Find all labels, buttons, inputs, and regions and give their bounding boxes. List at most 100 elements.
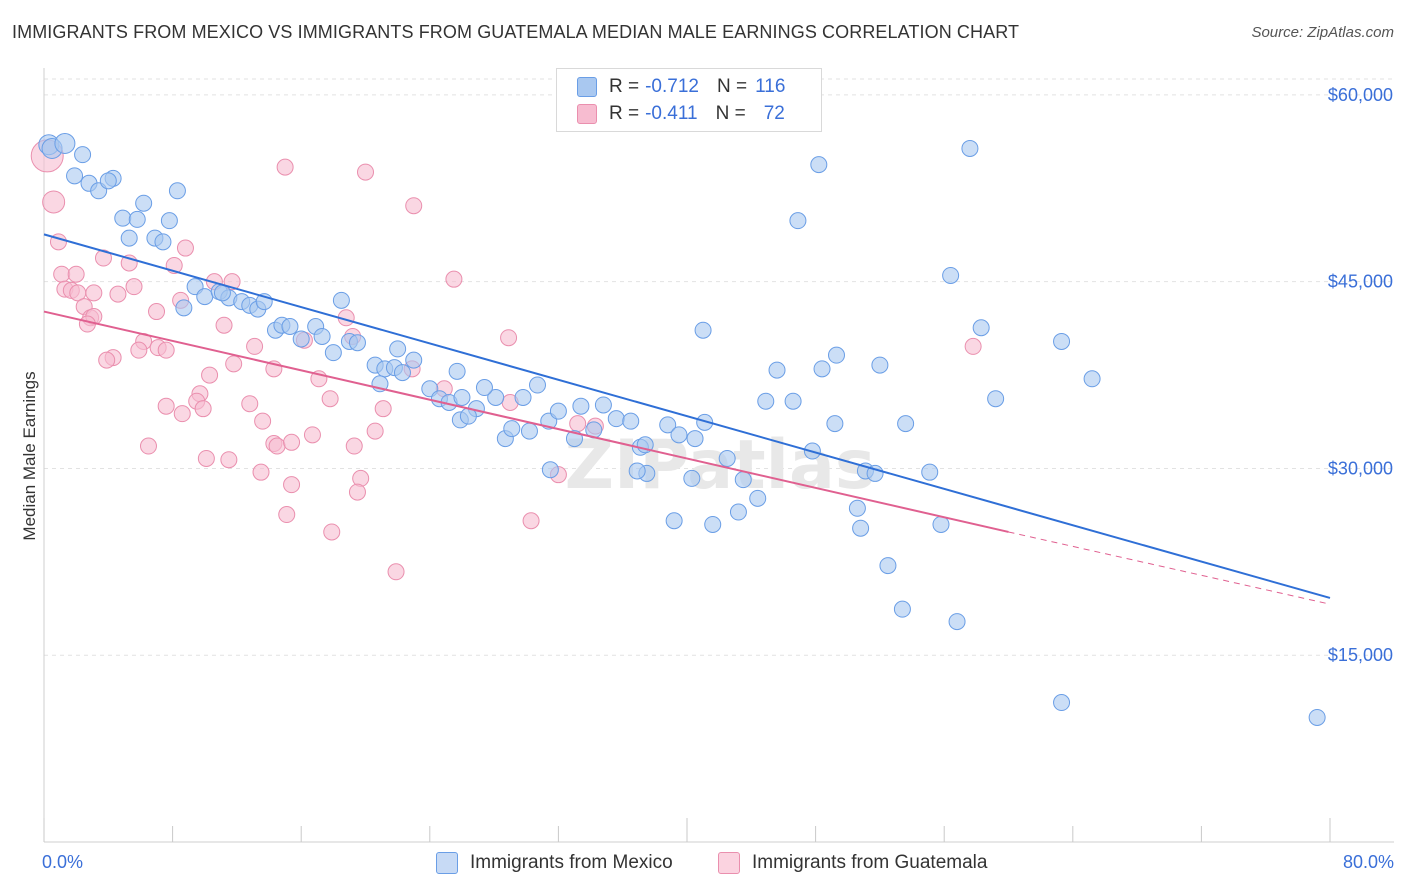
- x-axis-max-label: 80.0%: [1342, 852, 1394, 872]
- mexico-point: [1083, 370, 1101, 388]
- mexico-point: [313, 327, 331, 345]
- guatemala-point: [283, 433, 301, 451]
- guatemala-point: [194, 400, 212, 418]
- mexico-point: [694, 321, 712, 339]
- guatemala-point: [197, 449, 215, 467]
- mexico-point: [1308, 708, 1326, 726]
- guatemala-legend-swatch: [718, 852, 740, 874]
- mexico-legend-swatch: [436, 852, 458, 874]
- mexico-point: [749, 489, 767, 507]
- guatemala-point: [321, 390, 339, 408]
- mexico-point: [972, 319, 990, 337]
- guatemala-trend-line: [43, 310, 1009, 533]
- guatemala-point: [276, 158, 294, 176]
- mexico-point: [348, 334, 366, 352]
- guatemala-point: [215, 316, 233, 334]
- mexico-point: [826, 415, 844, 433]
- mexico-point: [789, 212, 807, 230]
- mexico-point: [475, 379, 493, 397]
- mexico-point: [453, 388, 471, 406]
- guatemala-point: [53, 265, 71, 283]
- guatemala-point: [522, 512, 540, 530]
- guatemala-point: [173, 405, 191, 423]
- guatemala-point: [225, 355, 243, 373]
- guatemala-point: [109, 285, 127, 303]
- guatemala-point: [345, 437, 363, 455]
- mexico-r-value: -0.712: [645, 76, 699, 97]
- mexico-point: [813, 360, 831, 378]
- guatemala-point: [98, 351, 116, 369]
- mexico-point: [622, 412, 640, 430]
- series-legend: Immigrants from Mexico Immigrants from G…: [0, 852, 1406, 878]
- mexico-point: [324, 344, 342, 362]
- mexico-point: [135, 194, 153, 212]
- mexico-point: [704, 515, 722, 533]
- mexico-point: [607, 410, 625, 428]
- legend-item-guatemala: Immigrants from Guatemala: [718, 852, 987, 874]
- mexico-point: [114, 209, 132, 227]
- guatemala-point: [125, 278, 143, 296]
- mexico-point: [292, 330, 310, 348]
- guatemala-point: [220, 451, 238, 469]
- mexico-point: [168, 182, 186, 200]
- guatemala-point: [78, 315, 96, 333]
- mexico-point: [332, 291, 350, 309]
- guatemala-point: [42, 190, 66, 214]
- mexico-point: [893, 600, 911, 618]
- guatemala-point: [246, 337, 264, 355]
- mexico-point: [718, 449, 736, 467]
- source-note: Source: ZipAtlas.com: [1251, 24, 1394, 41]
- guatemala-point: [268, 437, 286, 455]
- chart-title: IMMIGRANTS FROM MEXICO VS IMMIGRANTS FRO…: [12, 22, 1020, 42]
- guatemala-point: [148, 303, 166, 321]
- mexico-point: [572, 397, 590, 415]
- legend-item-mexico: Immigrants from Mexico: [436, 852, 673, 874]
- mexico-point: [942, 266, 960, 284]
- guatemala-legend-label: Immigrants from Guatemala: [752, 852, 988, 873]
- mexico-point: [389, 340, 407, 358]
- guatemala-point: [500, 329, 518, 347]
- y-tick-label: $45,000: [1328, 272, 1393, 292]
- mexico-trend-line: [43, 233, 1331, 599]
- guatemala-point: [374, 400, 392, 418]
- mexico-point: [628, 462, 646, 480]
- mexico-point: [393, 364, 411, 382]
- guatemala-point: [130, 341, 148, 359]
- mexico-point: [541, 461, 559, 479]
- mexico-point: [1053, 694, 1071, 712]
- mexico-point: [487, 388, 505, 406]
- r-label: R =: [609, 76, 640, 97]
- y-tick-label: $60,000: [1328, 85, 1393, 105]
- guatemala-swatch: [577, 104, 597, 124]
- mexico-point: [154, 233, 172, 251]
- guatemala-point: [94, 249, 112, 267]
- guatemala-point: [67, 265, 85, 283]
- guatemala-point: [283, 476, 301, 494]
- x-axis-min-label: 0.0%: [42, 852, 84, 872]
- mexico-point: [810, 156, 828, 174]
- guatemala-point: [405, 197, 423, 215]
- mexico-point: [921, 463, 939, 481]
- mexico-point: [549, 402, 567, 420]
- mexico-point: [99, 172, 117, 190]
- guatemala-point: [569, 415, 587, 433]
- guatemala-point: [366, 422, 384, 440]
- guatemala-point: [357, 163, 374, 181]
- mexico-point: [66, 167, 84, 185]
- mexico-point: [120, 229, 138, 247]
- mexico-point: [665, 512, 683, 530]
- mexico-point: [871, 356, 889, 374]
- y-axis-label: Median Male Earnings: [20, 371, 39, 541]
- guatemala-point: [964, 337, 982, 355]
- mexico-point: [734, 471, 752, 489]
- guatemala-point: [323, 523, 341, 541]
- mexico-point: [683, 469, 701, 487]
- mexico-n-value: 116: [755, 76, 786, 97]
- guatemala-point: [157, 341, 175, 359]
- mexico-point: [852, 519, 870, 537]
- guatemala-point: [176, 239, 194, 257]
- y-tick-label: $30,000: [1328, 458, 1393, 478]
- mexico-point: [879, 557, 897, 575]
- mexico-legend-label: Immigrants from Mexico: [470, 852, 673, 873]
